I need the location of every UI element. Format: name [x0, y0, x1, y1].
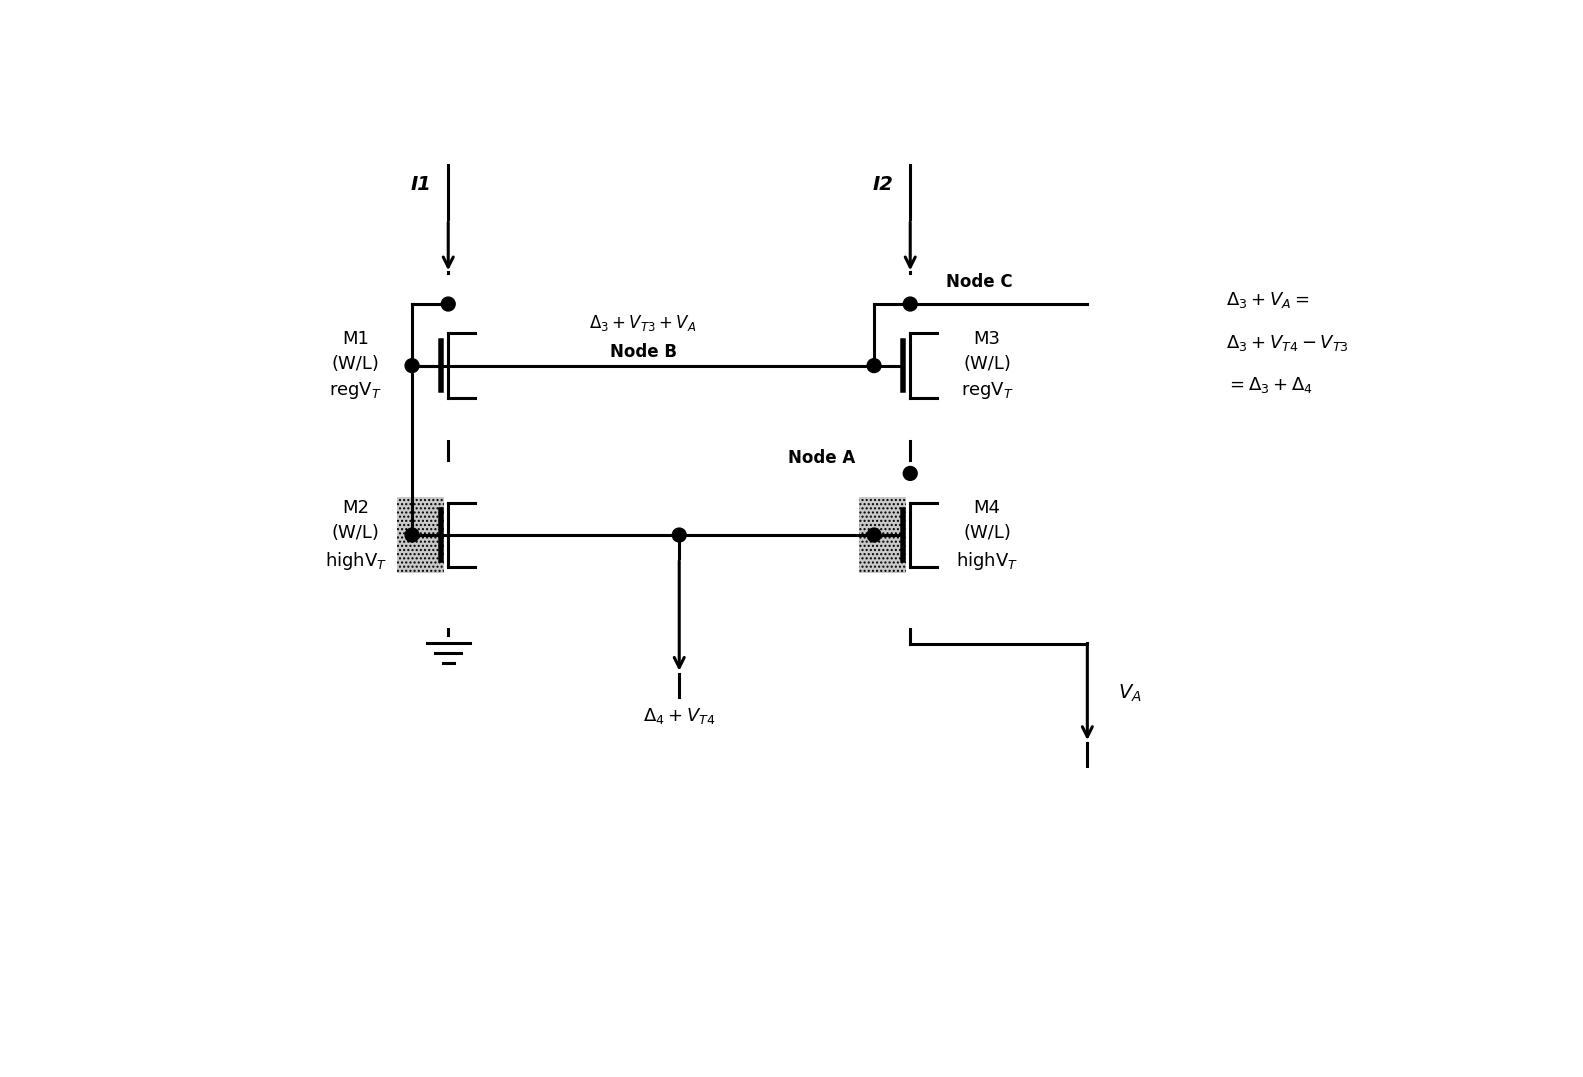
Circle shape: [867, 359, 882, 373]
Text: I2: I2: [872, 176, 894, 194]
Text: $\Delta_3 + V_A =$: $\Delta_3 + V_A =$: [1225, 290, 1309, 310]
Text: Node C: Node C: [947, 274, 1013, 292]
Text: $V_A$: $V_A$: [1118, 682, 1141, 703]
Text: M3
(W/L)
regV$_T$: M3 (W/L) regV$_T$: [961, 330, 1013, 402]
Text: $\Delta_3 + V_{T3} + V_A$: $\Delta_3 + V_{T3} + V_A$: [589, 313, 697, 333]
Circle shape: [405, 359, 419, 373]
Circle shape: [405, 528, 419, 542]
Circle shape: [442, 297, 456, 311]
Text: $\Delta_3 + V_{T4} - V_{T3}$: $\Delta_3 + V_{T4} - V_{T3}$: [1225, 333, 1349, 352]
Circle shape: [904, 297, 917, 311]
Text: $= \Delta_3 + \Delta_4$: $= \Delta_3 + \Delta_4$: [1225, 375, 1312, 395]
Text: M4
(W/L)
highV$_T$: M4 (W/L) highV$_T$: [956, 499, 1018, 572]
Bar: [397, 496, 445, 573]
Text: Node A: Node A: [788, 449, 855, 467]
Bar: [858, 496, 907, 573]
Text: $\Delta_4 + V_{T4}$: $\Delta_4 + V_{T4}$: [643, 707, 716, 726]
Text: Node B: Node B: [609, 342, 676, 361]
Text: M1
(W/L)
regV$_T$: M1 (W/L) regV$_T$: [329, 330, 382, 402]
Circle shape: [673, 528, 685, 542]
Circle shape: [904, 466, 917, 480]
Text: M2
(W/L)
highV$_T$: M2 (W/L) highV$_T$: [325, 499, 386, 572]
Circle shape: [867, 528, 882, 542]
Text: I1: I1: [412, 176, 432, 194]
